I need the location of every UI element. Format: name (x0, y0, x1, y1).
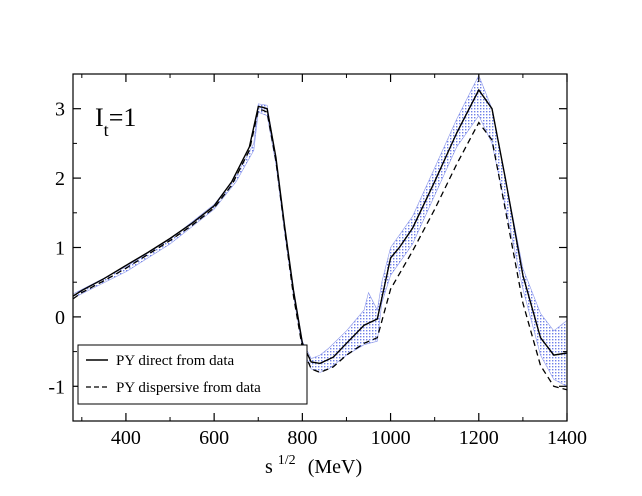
isospin-annotation: It=1 (95, 103, 136, 140)
x-tick-label: 600 (199, 427, 229, 449)
legend-label-direct: PY direct from data (116, 353, 234, 369)
x-tick-label: 1400 (547, 427, 587, 449)
annotation-main: I (95, 103, 104, 132)
series-line-dispersive (73, 109, 567, 391)
x-tick-label: 1200 (459, 427, 499, 449)
legend: PY direct from data PY dispersive from d… (77, 344, 308, 405)
uncertainty-band (73, 74, 567, 387)
x-axis-title-main: s (265, 456, 273, 478)
legend-box (77, 344, 308, 405)
y-tick-label: 2 (55, 168, 65, 190)
legend-label-dispersive: PY dispersive from data (116, 380, 261, 396)
annotation-rest: =1 (109, 103, 137, 132)
x-axis-title-sup: 1/2 (278, 453, 296, 468)
y-tick-label: 3 (55, 99, 65, 121)
x-tick-label: 1000 (371, 427, 411, 449)
x-axis-ticks: 400 600 800 1000 1200 1400 (81, 74, 587, 449)
x-tick-label: 400 (111, 427, 141, 449)
annotation-sub: t (104, 120, 109, 140)
plot-area (73, 74, 567, 391)
series-line-direct (73, 88, 567, 365)
x-axis-title: s 1/2 (MeV) (265, 453, 362, 478)
y-tick-label: -1 (48, 376, 65, 398)
y-tick-label: 1 (55, 238, 65, 260)
y-tick-label: 0 (55, 307, 65, 329)
x-tick-label: 800 (287, 427, 317, 449)
x-axis-title-unit: (MeV) (308, 456, 362, 478)
